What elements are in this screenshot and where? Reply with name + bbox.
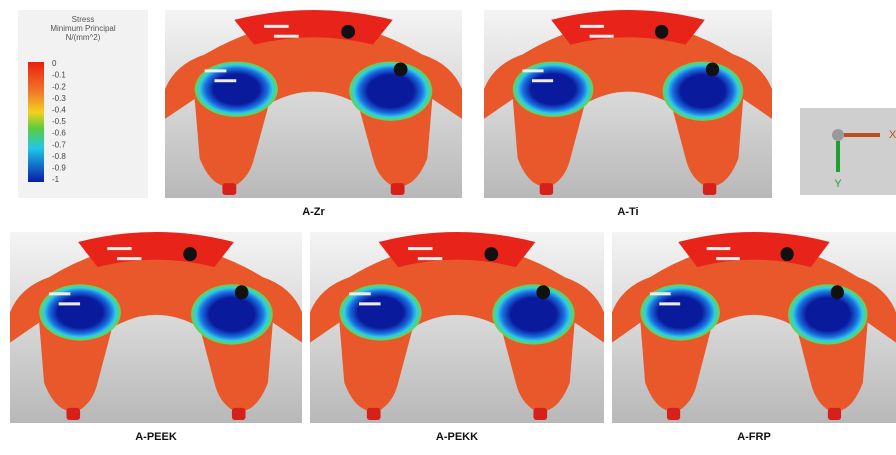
legend-label: -0.6 bbox=[52, 129, 66, 138]
axis-origin bbox=[832, 129, 844, 141]
stress-panel bbox=[310, 232, 604, 423]
figure: StressMinimum PrincipalN/(mm^2) 0 -0.1 -0.2… bbox=[0, 0, 896, 455]
stress-panel bbox=[10, 232, 302, 423]
panel-label: A-FRP bbox=[737, 431, 771, 443]
y-axis-label: Y bbox=[834, 178, 842, 190]
legend-label: -0.1 bbox=[52, 71, 66, 80]
legend-label: -1 bbox=[52, 175, 60, 184]
legend-label: -0.9 bbox=[52, 164, 66, 173]
stress-panel bbox=[165, 10, 462, 198]
legend-label: -0.8 bbox=[52, 152, 66, 161]
legend-title: Stress bbox=[72, 15, 95, 24]
legend-title: Minimum Principal bbox=[50, 24, 116, 33]
panel-label: A-Ti bbox=[617, 206, 638, 218]
panel-label: A-PEEK bbox=[135, 431, 177, 443]
axis-box bbox=[800, 108, 896, 195]
legend-label: -0.7 bbox=[52, 140, 66, 149]
legend-label: -0.4 bbox=[52, 106, 66, 115]
legend-label: 0 bbox=[52, 59, 57, 68]
stress-panel bbox=[484, 10, 772, 198]
legend-title: N/(mm^2) bbox=[66, 33, 101, 42]
panel-label: A-PEKK bbox=[436, 431, 478, 443]
stress-panel bbox=[612, 232, 896, 423]
legend-label: -0.2 bbox=[52, 82, 66, 91]
x-axis-label: X bbox=[889, 129, 896, 141]
legend-label: -0.5 bbox=[52, 117, 66, 126]
panel-label: A-Zr bbox=[302, 206, 325, 218]
color-bar bbox=[28, 62, 44, 182]
legend-label: -0.3 bbox=[52, 94, 66, 103]
